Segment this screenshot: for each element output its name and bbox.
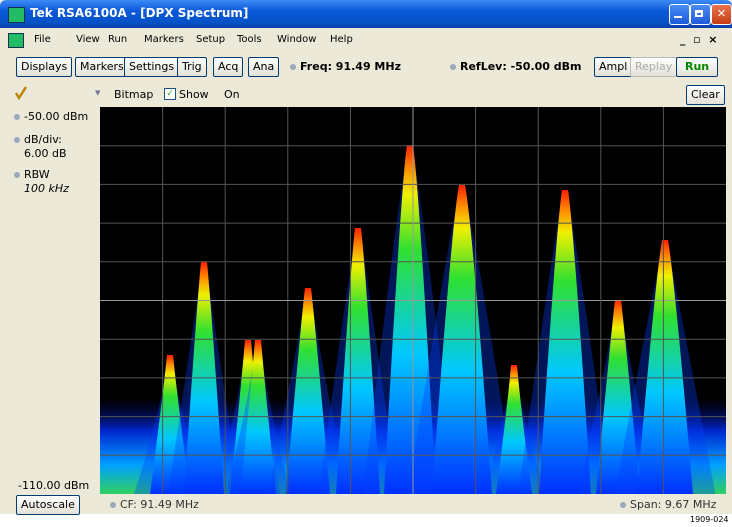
doc-icon <box>8 33 24 48</box>
menu-item[interactable]: Window <box>277 34 317 45</box>
rbw-value: 100 kHz <box>24 182 69 195</box>
trace-name: Bitmap <box>114 88 154 101</box>
scale-label: dB/div: <box>24 133 62 146</box>
scale-value: 6.00 dB <box>24 147 67 160</box>
ref-text: -50.00 dBm <box>24 110 89 123</box>
freq: Freq: 91.49 MHz <box>300 60 401 73</box>
toolbar-button[interactable]: Trig <box>177 57 207 77</box>
span-readout[interactable]: Span: 9.67 MHz <box>620 498 716 511</box>
ampl-button[interactable]: Ampl <box>594 57 633 77</box>
rbw-label-row: RBW <box>14 168 50 181</box>
signal-peak <box>539 190 591 494</box>
mdi-controls[interactable]: _ ▫ × <box>680 33 718 46</box>
signal-peak <box>496 365 532 494</box>
rbw-label: RBW <box>24 168 50 181</box>
signal-peak <box>384 145 436 494</box>
toolbar-button[interactable]: Settings <box>124 57 180 77</box>
check-icon <box>14 86 28 100</box>
show-label: Show <box>179 88 209 101</box>
ref-level: -50.00 dBm <box>14 110 88 123</box>
restore-button[interactable] <box>690 4 711 25</box>
signal-peak <box>336 228 380 494</box>
cf: CF: 91.49 MHz <box>120 498 199 511</box>
spectrum-display <box>100 107 726 494</box>
autoscale-button[interactable]: Autoscale <box>16 495 80 515</box>
state-label: On <box>224 88 240 101</box>
signal-peak <box>150 355 190 494</box>
show-checkbox[interactable]: ✓ <box>164 88 176 100</box>
freq-readout[interactable]: Freq: 91.49 MHz <box>290 60 401 73</box>
toolbar-button[interactable]: Ana <box>248 57 280 77</box>
window: Tek RSA6100A - [DPX Spectrum] ✕ _ ▫ × Fr… <box>0 0 732 515</box>
close-button[interactable]: ✕ <box>711 4 732 25</box>
toolbar-button[interactable]: Acq <box>213 57 244 77</box>
minimize-button[interactable] <box>669 4 690 25</box>
toolbar-button[interactable]: Markers <box>75 57 129 77</box>
menu-item[interactable]: File <box>34 34 51 45</box>
window-title: Tek RSA6100A - [DPX Spectrum] <box>30 6 249 20</box>
trace-dropdown[interactable]: ▾ <box>95 86 101 99</box>
app-icon <box>8 7 25 23</box>
toolbar-button[interactable]: Displays <box>16 57 73 77</box>
cf-readout[interactable]: CF: 91.49 MHz <box>110 498 199 511</box>
menu-item[interactable]: Run <box>108 34 128 45</box>
menu-item[interactable]: View <box>76 34 100 45</box>
span: Span: 9.67 MHz <box>630 498 717 511</box>
signal-peak <box>637 240 693 494</box>
reflev-readout[interactable]: RefLev: -50.00 dBm <box>450 60 582 73</box>
scale-label-row: dB/div: <box>14 133 62 146</box>
run-button[interactable]: Run <box>676 57 719 77</box>
menu-item[interactable]: Help <box>330 34 353 45</box>
menu-item[interactable]: Markers <box>144 34 184 45</box>
bottom-level: -110.00 dBm <box>18 479 90 492</box>
replay-button[interactable]: Replay <box>630 57 678 77</box>
menu-item[interactable]: Setup <box>196 34 226 45</box>
figure-id: 1909-024 <box>690 515 729 524</box>
title-bar <box>0 0 732 28</box>
signal-peak <box>286 288 330 494</box>
clear-button[interactable]: Clear <box>686 85 725 105</box>
signal-peak <box>596 300 640 494</box>
menu-item[interactable]: Tools <box>237 34 262 45</box>
reflev: RefLev: -50.00 dBm <box>460 60 582 73</box>
